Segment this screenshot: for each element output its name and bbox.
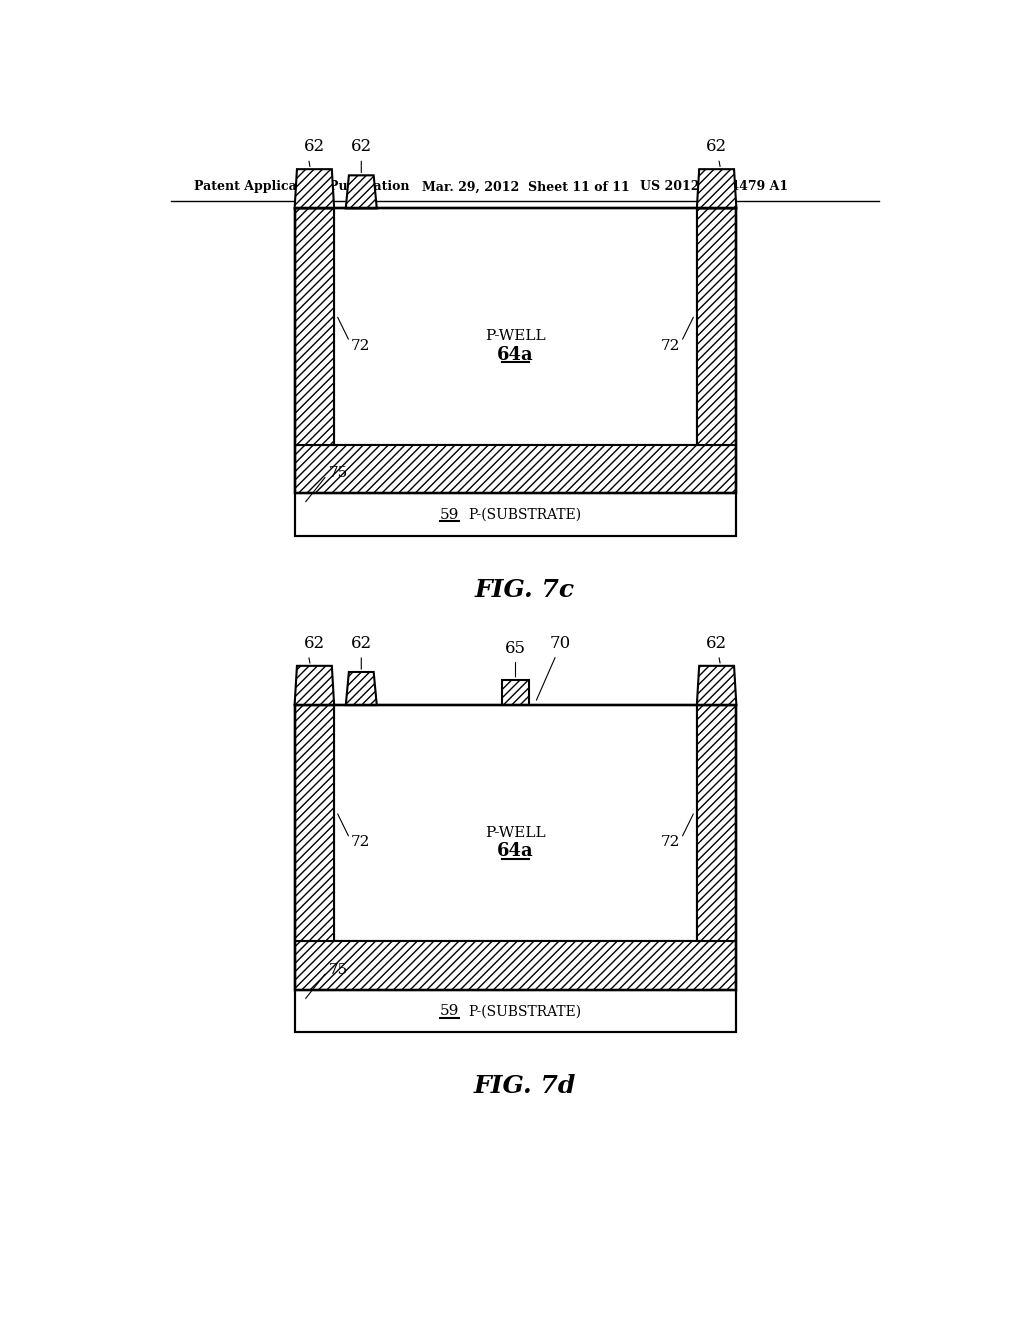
Bar bbox=[295, 209, 736, 494]
Bar bbox=[295, 705, 736, 1032]
Bar bbox=[697, 209, 736, 445]
Polygon shape bbox=[697, 665, 736, 705]
Bar bbox=[295, 941, 736, 990]
Text: P-(SUBSTRATE): P-(SUBSTRATE) bbox=[469, 1005, 582, 1018]
Text: 75: 75 bbox=[329, 962, 347, 977]
Polygon shape bbox=[295, 169, 334, 209]
Bar bbox=[295, 445, 736, 494]
Text: 62: 62 bbox=[304, 139, 325, 156]
Polygon shape bbox=[346, 672, 377, 705]
Text: Mar. 29, 2012  Sheet 11 of 11: Mar. 29, 2012 Sheet 11 of 11 bbox=[423, 181, 630, 194]
Text: 62: 62 bbox=[707, 635, 727, 652]
Bar bbox=[697, 209, 736, 445]
Text: P-WELL: P-WELL bbox=[485, 329, 546, 343]
Text: 75: 75 bbox=[329, 466, 347, 480]
Bar bbox=[295, 990, 736, 1032]
Bar bbox=[295, 941, 736, 990]
Polygon shape bbox=[346, 176, 377, 209]
Text: 70: 70 bbox=[550, 635, 570, 652]
Polygon shape bbox=[502, 680, 529, 705]
Text: 62: 62 bbox=[304, 635, 325, 652]
Bar bbox=[334, 209, 697, 445]
Text: 65: 65 bbox=[505, 640, 526, 656]
Text: 64a: 64a bbox=[498, 842, 534, 861]
Bar bbox=[295, 209, 736, 536]
Text: P-(SUBSTRATE): P-(SUBSTRATE) bbox=[469, 507, 582, 521]
Bar bbox=[295, 705, 736, 990]
Bar bbox=[697, 705, 736, 941]
Text: 62: 62 bbox=[350, 139, 372, 156]
Text: P-WELL: P-WELL bbox=[485, 826, 546, 840]
Text: 62: 62 bbox=[350, 635, 372, 652]
Text: 72: 72 bbox=[351, 338, 371, 352]
Text: 64a: 64a bbox=[498, 346, 534, 364]
Bar bbox=[295, 705, 334, 941]
Text: FIG. 7d: FIG. 7d bbox=[474, 1074, 575, 1098]
Bar bbox=[295, 445, 736, 494]
Text: 72: 72 bbox=[351, 836, 371, 849]
Text: Patent Application Publication: Patent Application Publication bbox=[194, 181, 410, 194]
Polygon shape bbox=[295, 665, 334, 705]
Polygon shape bbox=[697, 169, 736, 209]
Text: 59: 59 bbox=[439, 507, 459, 521]
Bar bbox=[295, 494, 736, 536]
Text: US 2012/0074479 A1: US 2012/0074479 A1 bbox=[640, 181, 787, 194]
Bar bbox=[295, 705, 334, 941]
Bar bbox=[295, 209, 334, 445]
Text: 72: 72 bbox=[660, 836, 680, 849]
Bar bbox=[334, 705, 697, 941]
Text: 62: 62 bbox=[707, 139, 727, 156]
Bar bbox=[295, 209, 334, 445]
Text: 72: 72 bbox=[660, 338, 680, 352]
Text: 59: 59 bbox=[439, 1005, 459, 1018]
Text: FIG. 7c: FIG. 7c bbox=[475, 578, 574, 602]
Bar bbox=[697, 705, 736, 941]
